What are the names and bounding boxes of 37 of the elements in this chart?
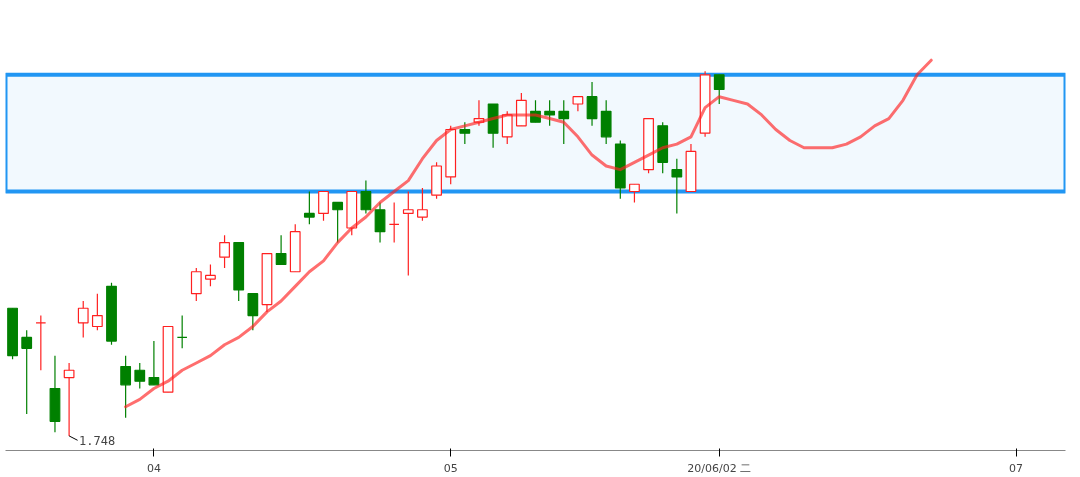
- candlestick: [473, 99, 485, 127]
- candlestick: [21, 329, 33, 415]
- candlestick: [190, 267, 202, 302]
- candlestick: [374, 201, 386, 244]
- candlestick: [176, 314, 188, 349]
- candlestick: [120, 355, 132, 419]
- candlestick: [402, 190, 414, 277]
- candlestick: [134, 362, 146, 390]
- candlestick: [303, 190, 315, 225]
- candlestick: [77, 300, 89, 339]
- candlestick: [558, 99, 570, 145]
- candlestick: [629, 183, 640, 204]
- candlestick: [360, 179, 372, 215]
- candlestick: [417, 187, 428, 222]
- candlestick: [388, 201, 400, 244]
- x-tick-label: 04: [146, 461, 161, 475]
- x-tick-label: 07: [1009, 461, 1024, 475]
- candlestick: [713, 74, 725, 105]
- annotation: 1.748: [78, 433, 116, 448]
- candlestick: [544, 99, 556, 127]
- candlestick: [148, 340, 160, 386]
- candlestick: [530, 99, 541, 123]
- candlestick: [35, 314, 47, 371]
- candlestick: [586, 81, 598, 127]
- candlestick: [459, 121, 471, 145]
- x-tick-label: 05: [443, 461, 458, 475]
- candlestick: [275, 234, 287, 266]
- x-tick-label: 20/06/02 二: [687, 461, 752, 475]
- candlestick: [205, 263, 216, 287]
- candlestick: [318, 190, 329, 222]
- candlestick: [91, 293, 103, 331]
- candlestick: [332, 201, 344, 244]
- candlestick: [219, 234, 230, 269]
- candlestick: [501, 110, 513, 145]
- candlestick: [671, 158, 683, 215]
- candlestick: [63, 362, 75, 437]
- candlestick: [247, 293, 259, 331]
